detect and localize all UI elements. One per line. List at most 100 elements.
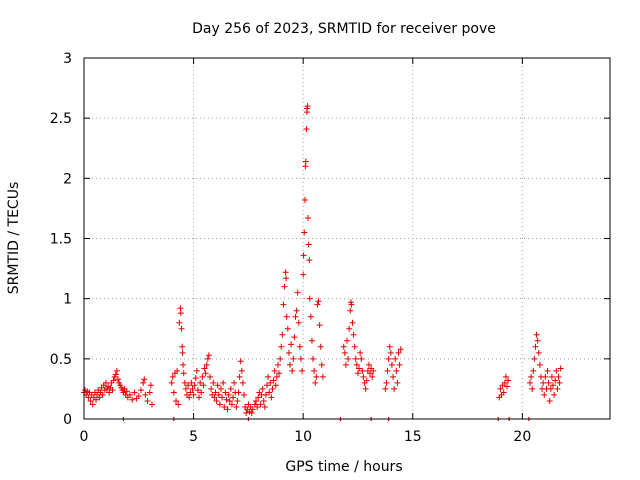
data-point [179, 349, 186, 356]
data-point [208, 385, 215, 392]
data-point [106, 389, 113, 396]
data-point [345, 355, 352, 362]
data-point [170, 389, 177, 396]
data-point [289, 367, 296, 374]
data-point [147, 382, 154, 389]
data-point [269, 385, 276, 392]
data-point [312, 379, 319, 386]
data-point [313, 373, 320, 380]
x-tick-label: 20 [513, 429, 531, 445]
data-point [550, 382, 557, 389]
data-point [304, 103, 311, 110]
data-point [527, 379, 534, 386]
data-point [234, 397, 241, 404]
data-point [287, 361, 294, 368]
data-point [319, 373, 326, 380]
data-point [393, 367, 400, 374]
data-point [194, 387, 201, 394]
data-point [505, 377, 512, 384]
data-point [548, 373, 555, 380]
data-point [344, 337, 350, 344]
data-point [501, 379, 508, 386]
data-point [212, 389, 219, 396]
data-point [186, 394, 193, 401]
data-point [299, 367, 306, 374]
data-point [223, 396, 230, 403]
data-point [307, 313, 314, 320]
data-point [353, 361, 360, 368]
data-point [528, 373, 535, 380]
data-point [301, 229, 308, 236]
data-point [367, 370, 374, 377]
data-point [370, 367, 377, 374]
data-point [274, 361, 281, 368]
x-tick-label: 10 [294, 429, 312, 445]
data-point [387, 349, 394, 356]
data-point [555, 373, 562, 380]
data-point [310, 355, 317, 362]
data-point [238, 367, 245, 374]
data-point [142, 391, 149, 398]
data-point [391, 385, 398, 392]
data-point [228, 401, 235, 408]
axis-tick-labels: 0 5 10 15 20 0 0.5 1 1.5 2 2.5 3 [50, 51, 532, 445]
data-point [225, 391, 232, 398]
data-point [179, 343, 186, 350]
data-point [302, 158, 309, 165]
data-point [110, 377, 117, 384]
data-point [85, 394, 92, 401]
data-point [303, 125, 310, 132]
data-point [189, 385, 196, 392]
data-point [224, 406, 231, 413]
data-point [311, 367, 318, 374]
data-point [395, 349, 402, 356]
data-point [388, 361, 395, 368]
data-point [300, 252, 307, 259]
data-point [93, 396, 100, 403]
data-point [546, 397, 553, 404]
data-point [230, 394, 237, 401]
data-point [318, 361, 325, 368]
data-point [362, 385, 369, 392]
y-axis-label: SRMTID / TECUs [6, 182, 22, 295]
data-point [281, 283, 288, 290]
data-point [177, 310, 184, 317]
data-point [296, 343, 303, 350]
data-point [365, 361, 372, 368]
data-point [396, 361, 403, 368]
data-point [190, 391, 197, 398]
data-point [227, 385, 234, 392]
data-point [146, 389, 153, 396]
data-point [182, 385, 189, 392]
data-point [207, 373, 214, 380]
data-point [354, 370, 361, 377]
data-point [192, 375, 199, 382]
data-point [542, 373, 549, 380]
data-point [255, 394, 262, 401]
data-point [217, 385, 224, 392]
plot-frame [83, 57, 611, 420]
data-point [308, 337, 315, 344]
data-point [392, 355, 399, 362]
data-point [197, 379, 204, 386]
y-tick-label: 1.5 [50, 232, 72, 248]
data-point [529, 385, 536, 392]
data-point [112, 371, 119, 378]
y-tick-label: 2 [63, 171, 72, 187]
data-point [382, 385, 389, 392]
data-point [129, 396, 136, 403]
data-point [264, 382, 271, 389]
data-point [278, 343, 285, 350]
data-point [360, 373, 367, 380]
data-point [266, 389, 273, 396]
data-point [243, 409, 250, 416]
data-point [268, 394, 275, 401]
data-point [180, 361, 187, 368]
data-point [193, 367, 200, 374]
data-point [123, 388, 130, 395]
y-tick-label: 0 [63, 412, 72, 428]
data-point [109, 387, 116, 394]
data-point [346, 325, 353, 332]
data-point [233, 403, 240, 410]
